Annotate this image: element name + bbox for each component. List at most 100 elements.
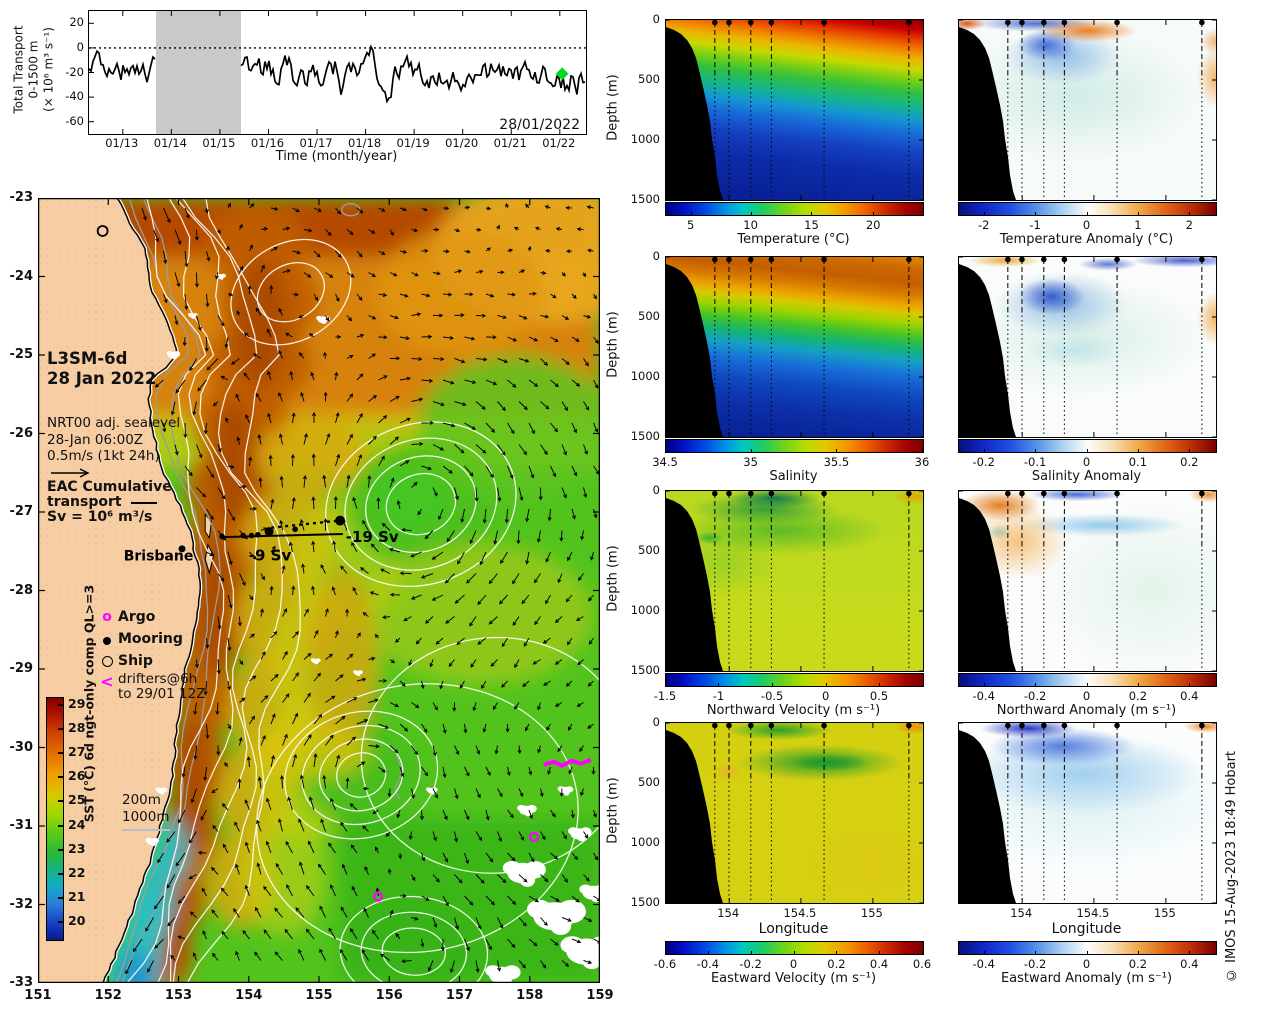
mooring-dot	[1041, 491, 1047, 497]
depth-axis-label: Depth (m)	[605, 545, 621, 612]
mooring-transect	[219, 515, 346, 540]
depth-tick: 500	[638, 775, 660, 789]
cb-tick: 0	[821, 689, 830, 703]
section-salinity-anomaly	[958, 256, 1217, 438]
mooring-dot	[821, 723, 827, 729]
sea-level-contours	[126, 198, 600, 983]
ts-xtick: 01/18	[348, 136, 382, 150]
map-title: L3SM-6d 28 Jan 2022	[47, 349, 156, 389]
mooring-dot	[1005, 491, 1011, 497]
mooring-dot	[821, 20, 827, 26]
mooring-dot	[1199, 20, 1205, 26]
argo-icon: o	[102, 609, 112, 625]
cb-tickmark	[750, 951, 752, 955]
depth-tick: 1000	[630, 132, 660, 146]
map-date: 28 Jan 2022	[47, 369, 157, 388]
ts-ytick: -40	[65, 89, 84, 104]
mooring-dot	[1061, 20, 1068, 26]
city-label: Brisbane	[124, 549, 194, 565]
cb-tick: -0.1	[1023, 455, 1047, 469]
cb-tick: 0	[1082, 689, 1091, 703]
transect-line-key	[130, 501, 157, 504]
map-xtick: 159	[586, 988, 614, 1003]
mooring-marker	[255, 531, 261, 538]
mooring-marker-end	[335, 515, 346, 526]
sst-cb-tick: 26	[68, 768, 86, 784]
sst-field	[38, 198, 600, 983]
sst-cb-tickmark	[58, 800, 63, 803]
mooring-dot	[712, 257, 718, 263]
transport-ylabel-line1: Total Transport	[11, 25, 26, 114]
cb-tick: 0	[789, 957, 798, 971]
cb-tickmark	[873, 212, 875, 216]
mooring-dot	[1041, 723, 1047, 729]
cb-tick: 10	[743, 218, 758, 232]
sst-cb-tickmark	[58, 704, 63, 706]
map-ytick: -32	[9, 896, 34, 912]
mooring-marker	[219, 533, 225, 540]
current-date-label: 28/01/2022	[499, 117, 580, 133]
mooring-dot	[1041, 20, 1047, 26]
longitude-tick: 155	[860, 906, 883, 920]
sst-cb-tick: 24	[68, 816, 86, 832]
longitude-tick: 154	[1010, 906, 1033, 920]
map-xtick: 158	[516, 988, 544, 1003]
ts-xtick: 01/17	[299, 136, 333, 150]
cb-tick: 0	[1082, 455, 1091, 469]
cb-tick: -0.2	[1023, 689, 1047, 703]
cb-tickmark	[836, 951, 838, 955]
cb-tick: -0.4	[972, 957, 995, 971]
mooring-dot	[1114, 257, 1120, 263]
longitude-axis-label: Longitude	[758, 921, 829, 937]
mooring-dot	[768, 257, 775, 263]
depth-tick: 500	[638, 309, 660, 323]
map-xtick: 155	[305, 988, 333, 1003]
depth-tick: 0	[652, 249, 660, 263]
cb-tick: 35	[743, 455, 758, 469]
mooring-icon	[96, 630, 118, 649]
map-ytick: -30	[9, 739, 34, 755]
section-overlay	[666, 491, 923, 671]
longitude-tick: 154.5	[1076, 906, 1110, 920]
map-ytick: -27	[9, 504, 34, 519]
mooring-dot	[1005, 257, 1011, 263]
cb-tickmark	[811, 212, 813, 216]
cb-tick: 36	[914, 455, 930, 469]
section-label-temperature-anomaly: Temperature Anomaly (°C)	[999, 232, 1174, 247]
mooring-dot	[768, 491, 775, 497]
drifter-icon: <	[100, 672, 114, 691]
cb-tick: -0.2	[739, 957, 762, 971]
depth-tick: 500	[638, 543, 660, 557]
cb-tickmark	[1137, 212, 1139, 216]
cb-tickmark	[1035, 683, 1037, 687]
mooring-dot	[712, 20, 718, 26]
sst-cb-tick: 20	[68, 912, 86, 928]
colorbar-eastward-velocity	[665, 941, 924, 955]
cb-tickmark	[1086, 449, 1088, 453]
section-overlay	[959, 20, 1216, 200]
section-label-northward-velocity: Northward Velocity (m s⁻¹)	[706, 703, 881, 718]
mooring-dot	[1061, 723, 1068, 729]
legend-ship: Ship	[96, 650, 205, 672]
depth-axis-label: Depth (m)	[605, 311, 621, 378]
sst-cb-tick: 25	[68, 792, 86, 808]
section-overlay	[959, 257, 1216, 437]
sst-cb-tick: 23	[68, 840, 86, 856]
map-ytick: -25	[9, 347, 34, 362]
argo-marker	[528, 831, 540, 843]
mooring-marker	[240, 532, 246, 539]
depth-axis-label: Depth (m)	[605, 74, 621, 141]
ts-xtick: 01/20	[445, 136, 479, 150]
sst-cb-tickmark	[58, 752, 63, 755]
cb-tick: 0.4	[1180, 957, 1199, 971]
cb-tick: 20	[865, 218, 881, 232]
ts-ytick: 20	[69, 15, 84, 30]
depth-tick: 1500	[630, 663, 660, 677]
colorbar-salinity-anomaly	[958, 439, 1217, 453]
map-product-name: L3SM-6d	[47, 349, 128, 368]
section-overlay	[666, 257, 923, 437]
cb-tickmark	[1137, 683, 1139, 687]
cb-tickmark	[879, 683, 881, 687]
bathymetry-wedge	[959, 264, 1016, 437]
